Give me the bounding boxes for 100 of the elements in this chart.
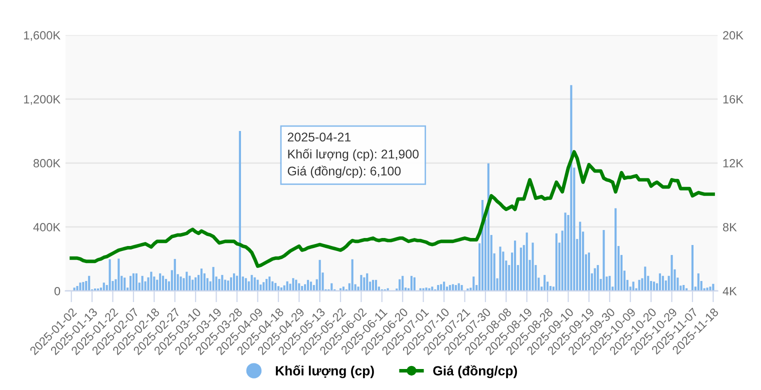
y2-tick-label: 16K (723, 95, 744, 104)
bar (579, 222, 582, 291)
bar (644, 266, 646, 291)
bar (221, 274, 224, 291)
bar (658, 273, 661, 291)
bar (454, 285, 457, 291)
bar (614, 208, 617, 291)
bar (526, 232, 528, 291)
bar (499, 246, 502, 291)
bar (118, 258, 120, 291)
bar (555, 233, 558, 291)
bar (233, 273, 236, 291)
bar (212, 266, 214, 291)
bar (428, 288, 430, 291)
y-tick-label: 800K (34, 159, 60, 168)
bar (697, 273, 700, 291)
bar (292, 278, 294, 291)
bar (162, 276, 164, 291)
bar (514, 240, 516, 291)
bar (254, 277, 256, 291)
bar (460, 285, 463, 291)
bar (437, 285, 440, 291)
bar (532, 242, 534, 291)
bar (192, 280, 194, 291)
bar (662, 276, 664, 291)
bar (102, 282, 105, 291)
bar (652, 282, 656, 291)
line-series (70, 150, 715, 268)
bar (124, 278, 126, 291)
bar (670, 254, 673, 291)
y2-tick-label: 8K (722, 223, 737, 232)
bar (682, 285, 685, 291)
bar (186, 272, 188, 291)
y-tick-label: 400K (33, 223, 60, 232)
bar (570, 85, 572, 291)
bar (150, 272, 152, 291)
bar (194, 277, 197, 291)
bar (79, 282, 82, 291)
bar (374, 280, 378, 291)
bar (277, 286, 280, 291)
bar (410, 276, 413, 291)
bar (588, 252, 590, 291)
bar (594, 268, 596, 291)
bar (129, 276, 132, 291)
bar (596, 265, 599, 291)
bar (452, 284, 454, 291)
y2-tick-label: 12K (723, 159, 744, 168)
bar (310, 282, 312, 291)
bar (230, 277, 232, 291)
bar (443, 282, 446, 291)
bar (691, 245, 694, 291)
bar (76, 286, 78, 291)
bar (351, 259, 354, 291)
bar (250, 274, 253, 291)
y-tick-label: 1,600K (24, 31, 60, 41)
bar (200, 268, 203, 291)
y2-tick-label: 4K (722, 287, 737, 296)
bar (440, 284, 442, 291)
bar (306, 280, 310, 291)
legend-label: Giá (đồng/cp) (433, 365, 517, 378)
bar (188, 276, 191, 291)
bar (174, 258, 176, 291)
bar (135, 273, 138, 291)
bar (712, 284, 714, 291)
bar (363, 277, 366, 291)
y-tick-label: 1,200K (24, 95, 60, 105)
bar (286, 281, 288, 291)
bar (274, 282, 276, 291)
bar (268, 276, 271, 291)
bar (402, 276, 404, 291)
bar (608, 276, 611, 291)
bar (180, 276, 182, 291)
bar (448, 285, 451, 291)
bar (564, 212, 566, 291)
bar (360, 274, 362, 291)
bar (413, 277, 416, 291)
bar (256, 280, 259, 291)
bar (544, 274, 546, 291)
bar (398, 279, 401, 291)
bar (709, 286, 712, 291)
bar (132, 273, 135, 291)
bar (706, 288, 708, 291)
bar (266, 278, 268, 291)
bar (602, 230, 605, 291)
bar (372, 280, 374, 291)
bar (238, 131, 241, 291)
legend-label: Khối lượng (cp) (276, 365, 374, 378)
bar (366, 273, 368, 291)
bar (164, 278, 168, 291)
bar (304, 284, 306, 291)
bar (82, 282, 84, 291)
y2-tick-label: 20K (723, 31, 744, 40)
bar (520, 248, 522, 291)
bar (262, 282, 265, 291)
bar (295, 280, 298, 291)
bar (227, 280, 230, 291)
y-tick-label: 0 (54, 286, 60, 296)
bar (88, 276, 90, 291)
bar (218, 278, 220, 291)
bar (159, 273, 162, 291)
